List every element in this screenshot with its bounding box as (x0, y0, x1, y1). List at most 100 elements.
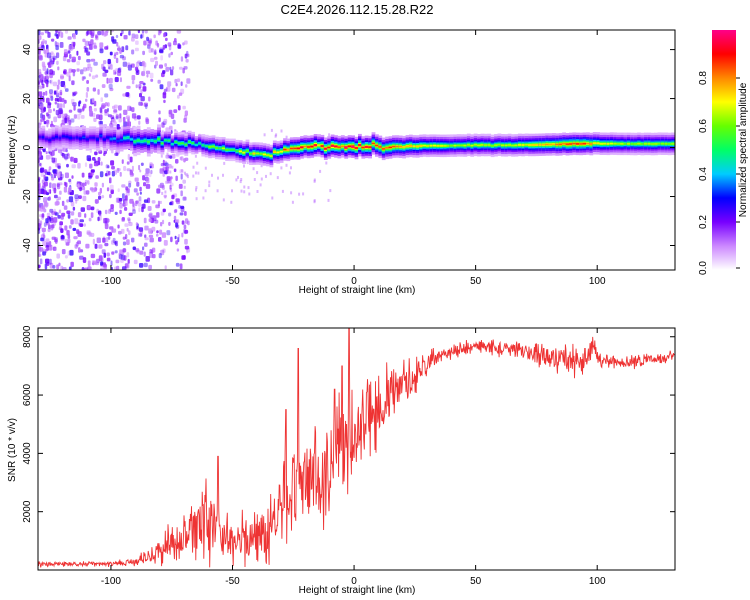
noise-speck (114, 266, 117, 270)
noise-speck (81, 172, 85, 178)
noise-speck (109, 77, 113, 84)
noise-speck (84, 213, 87, 218)
noise-speck (71, 80, 75, 86)
noise-speck (151, 226, 156, 232)
snr-x-ticks: -100 -50 0 50 100 (101, 328, 606, 587)
noise-speck (50, 61, 54, 67)
noise-speck (164, 63, 167, 67)
noise-speck (81, 76, 85, 81)
colorbar-gradient (712, 30, 736, 270)
noise-speck (103, 32, 107, 37)
ridge-cell (460, 144, 464, 146)
noise-speck (136, 115, 141, 120)
ridge-cell (266, 154, 270, 156)
noise-speck (82, 257, 87, 263)
noise-speck (84, 267, 89, 270)
noise-speck (66, 210, 71, 214)
snr-frame (37, 327, 676, 571)
noise-speck (159, 30, 162, 34)
noise-speck (72, 56, 76, 62)
noise-speck (45, 90, 48, 96)
noise-speck (54, 247, 57, 251)
noise-speck (85, 190, 90, 195)
noise-speck (119, 203, 123, 209)
noise-speck (290, 166, 292, 170)
noise-speck (325, 161, 328, 165)
noise-speck (40, 237, 45, 242)
noise-speck (134, 47, 139, 52)
noise-speck (204, 166, 207, 170)
noise-speck (65, 30, 68, 34)
noise-speck (52, 81, 57, 87)
noise-speck (99, 171, 104, 178)
noise-speck (72, 227, 77, 231)
noise-speck (175, 83, 178, 87)
y-tick-label: 40 (22, 44, 33, 56)
noise-speck (109, 184, 114, 191)
noise-speck (275, 133, 278, 137)
noise-speck (118, 252, 121, 259)
noise-speck (164, 195, 167, 199)
noise-speck (103, 252, 106, 258)
noise-speck (49, 262, 54, 269)
colorbar-label: Normalized spectral amplitude (738, 82, 749, 217)
noise-speck (87, 260, 91, 267)
ridge-cell (538, 144, 543, 146)
noise-speck (280, 129, 283, 133)
noise-speck (128, 180, 132, 185)
noise-speck (57, 79, 61, 85)
noise-speck (151, 254, 156, 259)
ridge-cell (643, 143, 648, 145)
noise-speck (94, 151, 98, 156)
ridge-cell (494, 144, 498, 146)
ridge-cell (269, 155, 274, 157)
noise-speck (156, 43, 160, 48)
ridge-cell (385, 147, 389, 149)
noise-speck (40, 103, 44, 109)
noise-speck (50, 123, 54, 128)
noise-speck (185, 84, 188, 88)
noise-speck (122, 248, 127, 253)
noise-speck (91, 75, 96, 80)
snr-ylabel: SNR (10 * v/v) (7, 418, 18, 482)
noise-speck (165, 37, 168, 42)
ridge-cell (586, 143, 590, 145)
noise-speck (101, 195, 105, 199)
noise-speck (54, 212, 59, 216)
noise-speck (106, 170, 109, 177)
colorbar: 0.0 0.2 0.4 0.6 0.8 Normalized spectral ampl… (698, 30, 749, 275)
noise-speck (97, 216, 100, 222)
noise-speck (60, 32, 64, 38)
noise-speck (89, 107, 93, 113)
noise-speck (118, 117, 122, 123)
noise-speck (43, 234, 46, 239)
noise-speck (165, 180, 168, 184)
noise-speck (116, 42, 119, 47)
noise-speck (41, 213, 45, 218)
noise-speck (57, 66, 60, 71)
noise-speck (166, 230, 171, 236)
ridge-cell (480, 144, 485, 146)
noise-speck (49, 89, 53, 94)
ridge-cell (245, 150, 250, 152)
ridge-cell (116, 140, 121, 142)
noise-speck (182, 105, 186, 110)
ridge-cell (398, 146, 403, 148)
noise-speck (208, 180, 211, 184)
noise-speck (106, 252, 110, 257)
noise-speck (46, 68, 49, 75)
noise-speck (123, 109, 128, 115)
noise-speck (55, 109, 59, 116)
noise-speck (61, 249, 66, 255)
noise-speck (157, 79, 161, 84)
x-tick-label: 50 (470, 576, 482, 587)
noise-speck (180, 81, 183, 87)
spectrogram-image (38, 30, 675, 270)
ridge-cell (340, 145, 345, 147)
noise-speck (51, 176, 55, 181)
noise-speck (52, 183, 57, 189)
noise-speck (86, 230, 91, 235)
ridge-cell (640, 143, 645, 145)
noise-speck (111, 228, 117, 233)
noise-speck (197, 171, 200, 175)
